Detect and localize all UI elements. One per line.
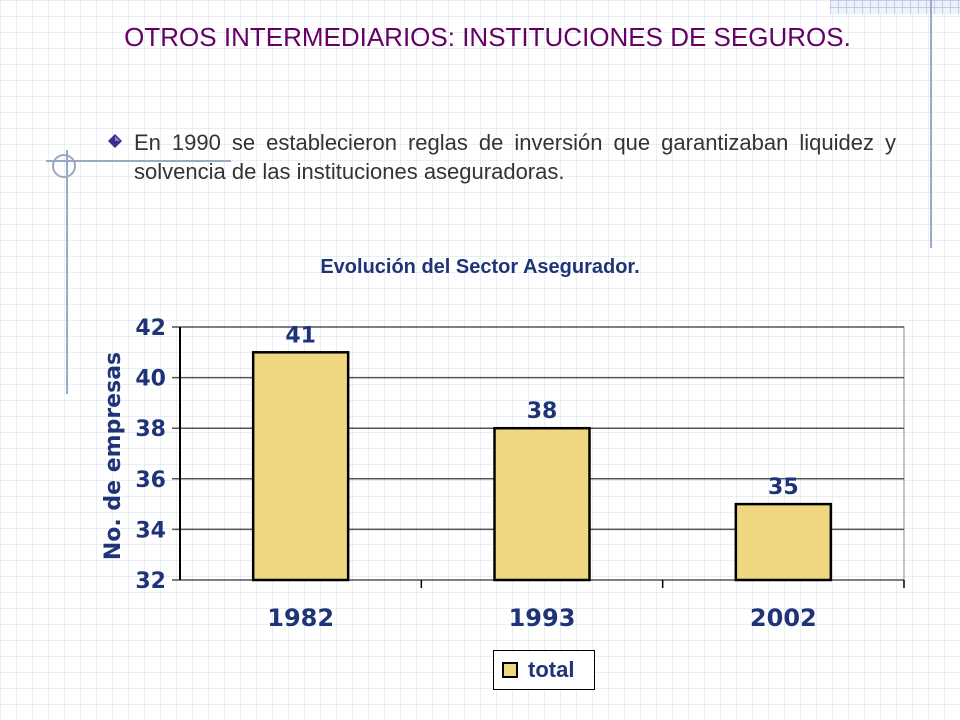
data-label: 41 xyxy=(285,323,316,348)
y-tick-label: 36 xyxy=(135,468,166,493)
decorative-rule-left xyxy=(66,150,68,394)
decorative-rule-horizontal xyxy=(46,160,231,162)
legend-swatch xyxy=(502,662,518,678)
y-tick-label: 42 xyxy=(135,316,166,341)
labels: 32 34 36 38 40 42 41 1982 38 1993 35 2002 xyxy=(135,316,816,632)
y-axis-label: No. de empresas xyxy=(101,352,126,560)
data-label: 35 xyxy=(768,475,799,500)
diamond-bullet-icon xyxy=(108,134,122,148)
x-tick-label: 2002 xyxy=(750,604,817,632)
slide-title: OTROS INTERMEDIARIOS: INSTITUCIONES DE S… xyxy=(124,22,851,52)
bullet-point: En 1990 se establecieron reglas de inver… xyxy=(108,128,896,186)
data-label: 38 xyxy=(527,399,558,424)
y-tick-label: 34 xyxy=(135,518,166,543)
decorative-circle xyxy=(52,154,76,178)
bar-1982 xyxy=(251,351,350,582)
legend-label: total xyxy=(528,657,575,682)
grid-lines xyxy=(172,326,905,588)
y-tick-label: 38 xyxy=(135,417,166,442)
chart-title: Evolución del Sector Asegurador. xyxy=(320,256,640,278)
plot-area xyxy=(179,326,905,581)
x-tick-label: 1982 xyxy=(267,604,334,632)
x-tick-label: 1993 xyxy=(509,604,576,632)
bars xyxy=(251,351,833,582)
chart-legend: total xyxy=(493,650,595,690)
decorative-rule-right xyxy=(930,0,932,248)
bar-2002 xyxy=(734,502,833,582)
y-tick-label: 32 xyxy=(135,569,166,594)
y-tick-label: 40 xyxy=(135,367,166,392)
bullet-text: En 1990 se establecieron reglas de inver… xyxy=(134,130,896,184)
decorative-grid-band xyxy=(830,0,960,14)
bar-1993 xyxy=(493,426,591,582)
